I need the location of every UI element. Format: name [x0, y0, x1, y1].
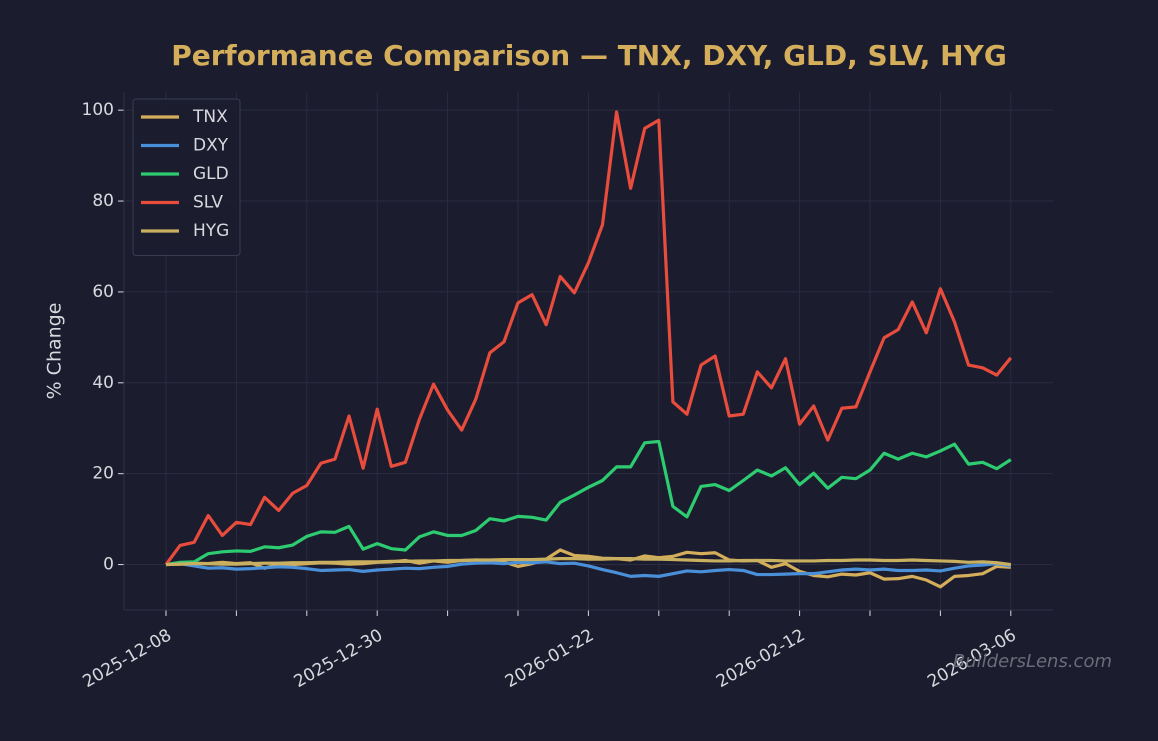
y-axis-label: % Change	[44, 303, 66, 400]
series-line	[165, 560, 1012, 578]
legend-box	[132, 98, 241, 256]
chart-title: Performance Comparison — TNX, DXY, GLD, …	[171, 39, 1007, 72]
legend-label: HYG	[193, 221, 229, 241]
y-tick-label: 80	[92, 191, 114, 211]
y-tick-label: 100	[82, 100, 114, 120]
legend-label: GLD	[193, 164, 229, 184]
legend-label: TNX	[192, 107, 228, 127]
y-tick-label: 60	[92, 282, 114, 302]
y-tick-label: 40	[92, 373, 114, 393]
series-line	[164, 110, 1013, 566]
y-tick-label: 20	[92, 464, 114, 484]
watermark: BuildersLens.com	[953, 651, 1112, 672]
legend-label: SLV	[193, 193, 223, 213]
series-line	[165, 557, 1012, 567]
legend-label: DXY	[193, 136, 229, 156]
series-line	[165, 439, 1012, 567]
y-tick-label: 0	[103, 555, 114, 575]
